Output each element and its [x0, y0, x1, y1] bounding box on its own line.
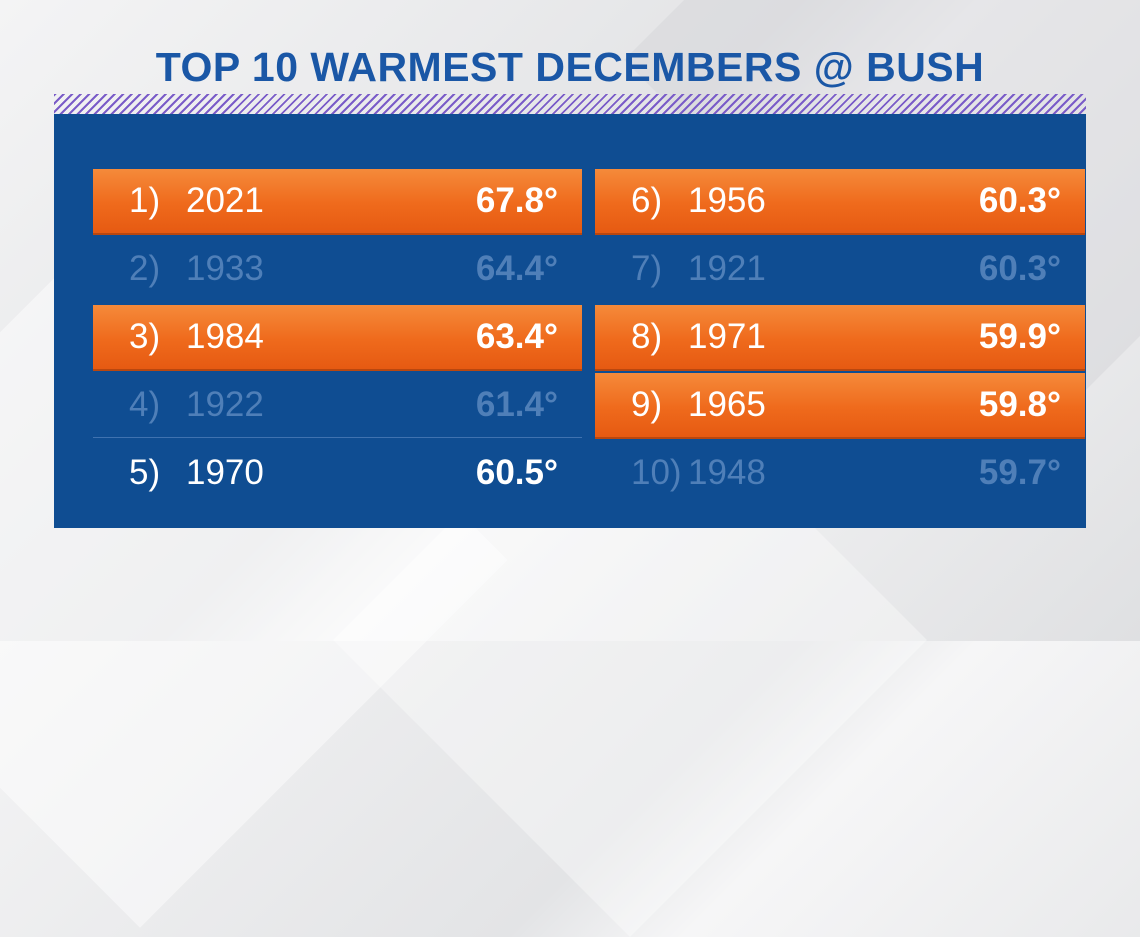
rank-number: 9)	[631, 385, 663, 424]
temperature: 59.7°	[978, 453, 1061, 492]
rank-number: 5)	[129, 453, 161, 492]
year: 1971	[688, 317, 766, 356]
ranking-row-4: 4) 1922 61.4°	[93, 373, 582, 437]
temperature: 59.9°	[978, 317, 1061, 356]
year: 1970	[186, 453, 264, 492]
temperature: 59.8°	[978, 385, 1061, 424]
year: 1965	[688, 385, 766, 424]
rank-number: 7)	[631, 249, 663, 288]
ranking-row-6: 6) 1956 60.3°	[595, 169, 1085, 233]
year: 1956	[688, 181, 766, 220]
ranking-row-10: 10) 1948 59.7°	[595, 441, 1085, 505]
ranking-row-2: 2) 1933 64.4°	[93, 237, 582, 301]
rank-number: 1)	[129, 181, 161, 220]
temperature: 60.5°	[475, 453, 558, 492]
year: 1948	[688, 453, 766, 492]
temperature: 67.8°	[475, 181, 558, 220]
temperature: 60.3°	[978, 249, 1061, 288]
temperature: 63.4°	[475, 317, 558, 356]
graphic-title: TOP 10 WARMEST DECEMBERS @ BUSH	[155, 44, 985, 90]
year: 1933	[186, 249, 264, 288]
ranking-row-7: 7) 1921 60.3°	[595, 237, 1085, 301]
year: 2021	[186, 181, 264, 220]
rank-number: 4)	[129, 385, 161, 424]
year: 1921	[688, 249, 766, 288]
ranking-row-9: 9) 1965 59.8°	[595, 373, 1085, 437]
temperature: 60.3°	[978, 181, 1061, 220]
rank-number: 2)	[129, 249, 161, 288]
ranking-row-3: 3) 1984 63.4°	[93, 305, 582, 369]
year: 1984	[186, 317, 264, 356]
rank-number: 10)	[631, 453, 682, 492]
rank-number: 8)	[631, 317, 663, 356]
rank-number: 6)	[631, 181, 663, 220]
ranking-row-8: 8) 1971 59.9°	[595, 305, 1085, 369]
ranking-row-1: 1) 2021 67.8°	[93, 169, 582, 233]
row-divider	[93, 437, 582, 438]
year: 1922	[186, 385, 264, 424]
hatch-stripe	[54, 94, 1086, 114]
rank-number: 3)	[129, 317, 161, 356]
ranking-row-5: 5) 1970 60.5°	[93, 441, 582, 505]
temperature: 61.4°	[475, 385, 558, 424]
temperature: 64.4°	[475, 249, 558, 288]
